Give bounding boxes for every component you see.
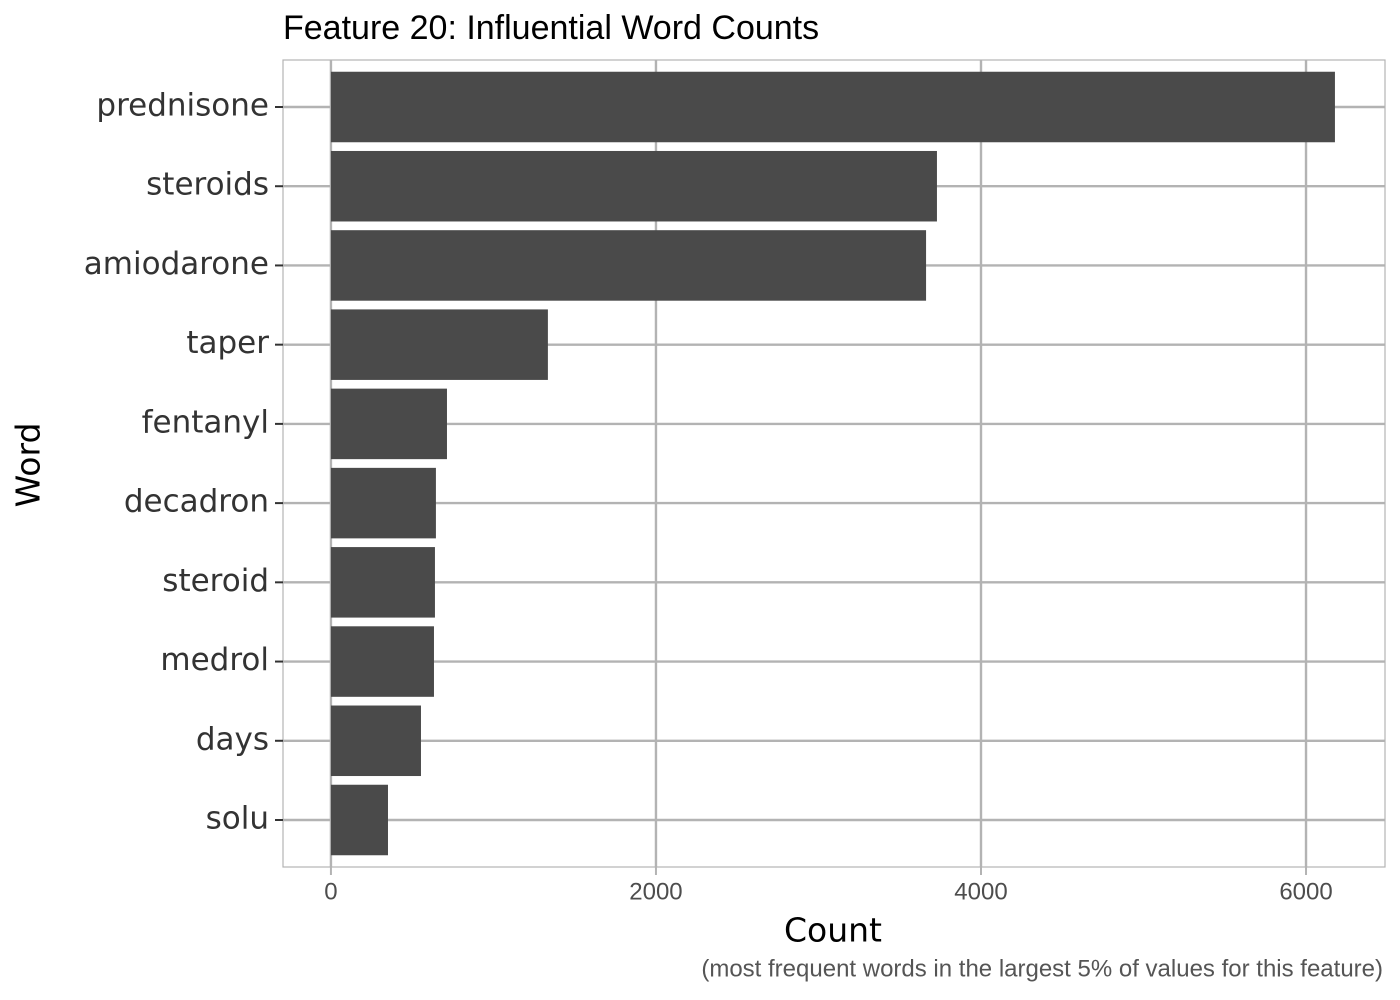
x-tick-label: 0 bbox=[324, 878, 337, 905]
bar bbox=[330, 705, 421, 777]
y-tick-label: decadron bbox=[124, 484, 269, 520]
x-tick-label: 4000 bbox=[954, 878, 1007, 905]
x-axis-title: Count bbox=[784, 911, 882, 950]
bar bbox=[330, 784, 388, 856]
y-tick-label: amiodarone bbox=[84, 246, 269, 282]
y-tick-label: steroid bbox=[162, 563, 269, 599]
bar bbox=[330, 150, 937, 222]
bar bbox=[330, 626, 434, 697]
chart-title: Feature 20: Influential Word Counts bbox=[283, 9, 819, 47]
x-tick-label: 6000 bbox=[1279, 878, 1332, 905]
caption: (most frequent words in the largest 5% o… bbox=[701, 955, 1383, 982]
bar bbox=[330, 388, 447, 460]
y-tick-label: days bbox=[196, 721, 269, 757]
y-tick-label: taper bbox=[186, 325, 269, 361]
bar bbox=[330, 547, 435, 618]
y-tick-label: prednisone bbox=[96, 88, 269, 124]
y-tick-label: fentanyl bbox=[142, 404, 269, 440]
y-tick-label: medrol bbox=[160, 642, 269, 678]
bar bbox=[330, 467, 436, 539]
y-tick-label: steroids bbox=[146, 167, 269, 203]
x-tick-label: 2000 bbox=[629, 878, 682, 905]
bar bbox=[330, 230, 927, 301]
bar bbox=[330, 71, 1335, 143]
bar bbox=[330, 309, 548, 380]
y-tick-label: solu bbox=[206, 801, 269, 837]
y-axis-title: Word bbox=[9, 423, 48, 508]
